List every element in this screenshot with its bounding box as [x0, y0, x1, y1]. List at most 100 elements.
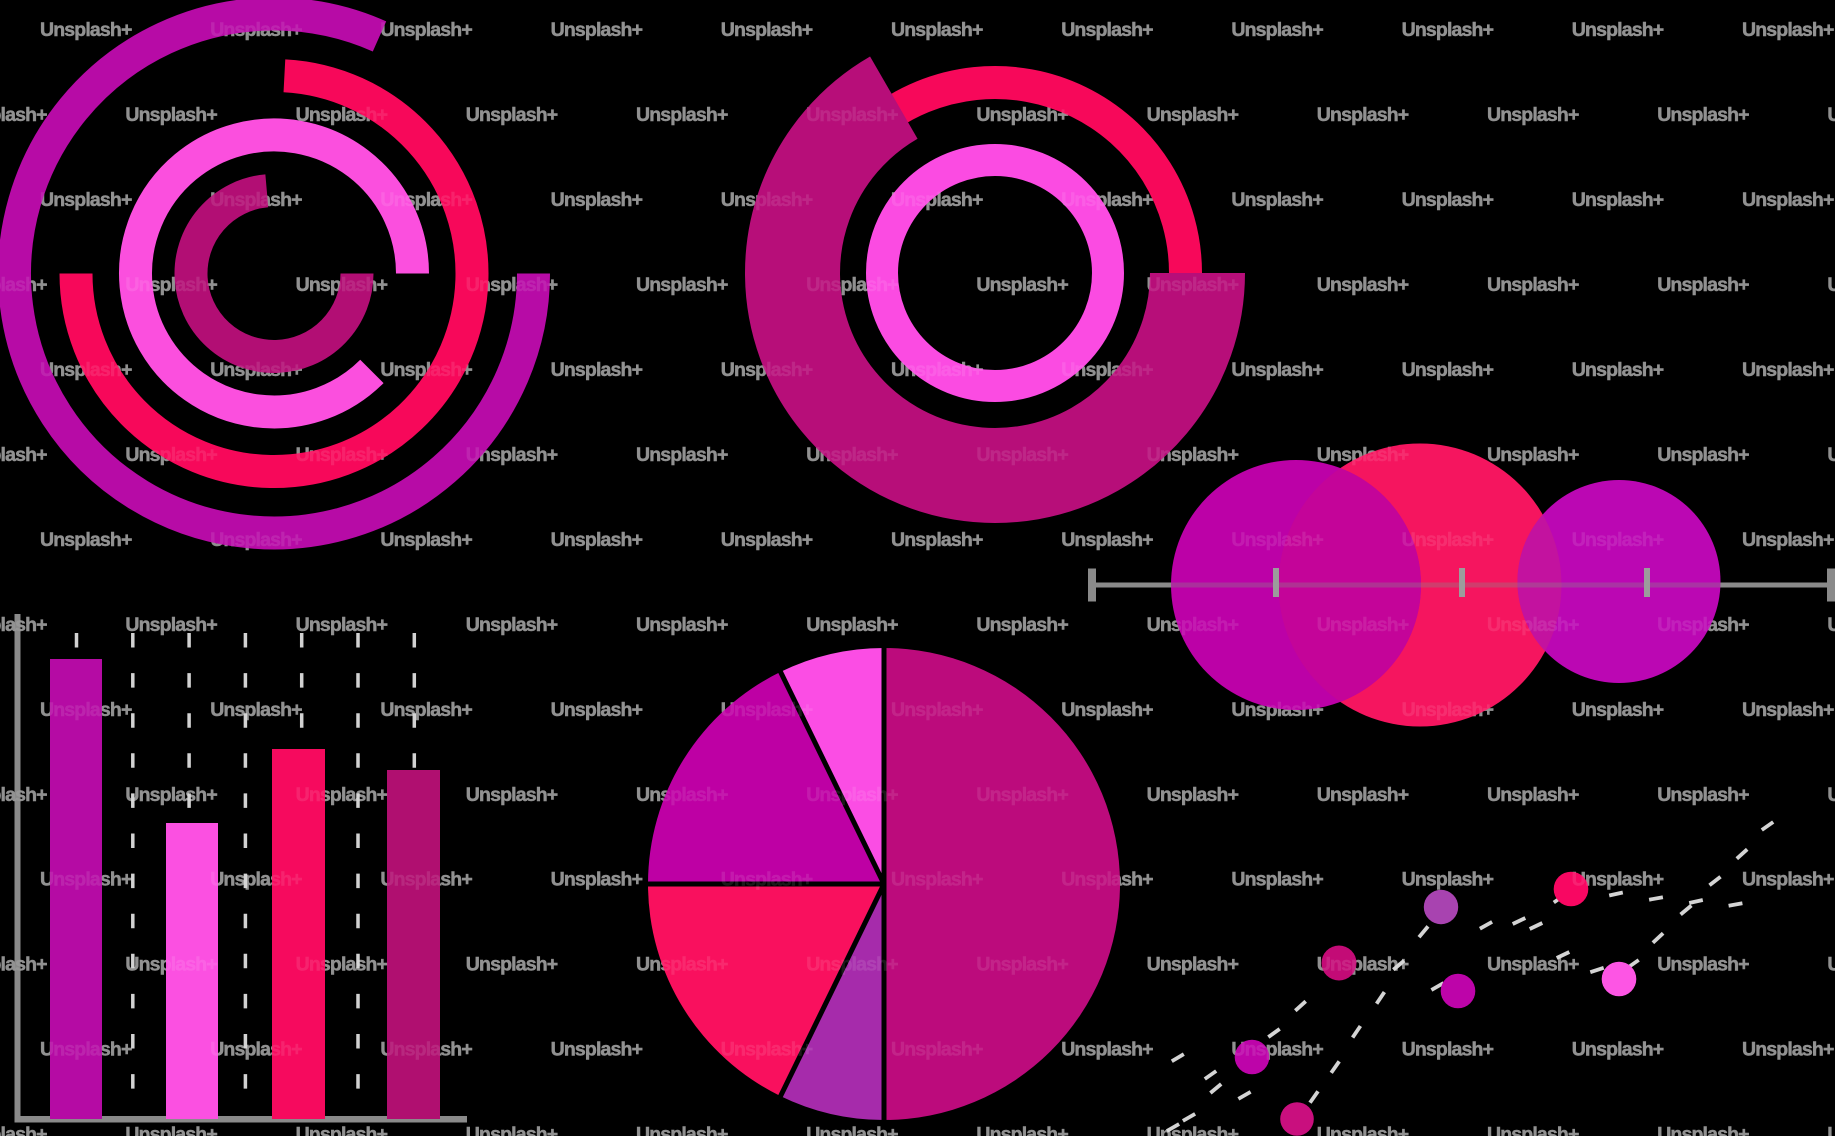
svg-text:Unsplash+: Unsplash+ — [721, 529, 813, 551]
svg-text:Unsplash+: Unsplash+ — [1402, 869, 1494, 891]
svg-text:Unsplash+: Unsplash+ — [1147, 954, 1239, 976]
svg-text:Unsplash+: Unsplash+ — [636, 444, 728, 466]
svg-text:Unsplash+: Unsplash+ — [636, 104, 728, 126]
svg-text:Unsplash+: Unsplash+ — [296, 614, 388, 636]
svg-text:Unsplash+: Unsplash+ — [1827, 104, 1835, 126]
svg-text:Unsplash+: Unsplash+ — [1231, 869, 1323, 891]
svg-text:Unsplash+: Unsplash+ — [1572, 869, 1664, 891]
svg-text:Unsplash+: Unsplash+ — [1827, 274, 1835, 296]
svg-text:Unsplash+: Unsplash+ — [380, 529, 472, 551]
svg-text:Unsplash+: Unsplash+ — [976, 104, 1068, 126]
svg-text:Unsplash+: Unsplash+ — [1742, 529, 1834, 551]
svg-text:Unsplash+: Unsplash+ — [210, 359, 302, 381]
svg-text:Unsplash+: Unsplash+ — [210, 1039, 302, 1061]
svg-text:Unsplash+: Unsplash+ — [1061, 359, 1153, 381]
svg-text:Unsplash+: Unsplash+ — [1147, 784, 1239, 806]
svg-text:Unsplash+: Unsplash+ — [1487, 104, 1579, 126]
svg-text:Unsplash+: Unsplash+ — [976, 614, 1068, 636]
svg-text:Unsplash+: Unsplash+ — [1061, 19, 1153, 41]
svg-text:Unsplash+: Unsplash+ — [380, 869, 472, 891]
svg-text:Unsplash+: Unsplash+ — [1317, 1124, 1409, 1136]
svg-text:Unsplash+: Unsplash+ — [1317, 274, 1409, 296]
svg-text:Unsplash+: Unsplash+ — [0, 1124, 47, 1136]
svg-text:Unsplash+: Unsplash+ — [806, 274, 898, 296]
svg-text:Unsplash+: Unsplash+ — [1827, 444, 1835, 466]
svg-text:Unsplash+: Unsplash+ — [806, 1124, 898, 1136]
svg-text:Unsplash+: Unsplash+ — [466, 954, 558, 976]
svg-text:Unsplash+: Unsplash+ — [1061, 699, 1153, 721]
svg-text:Unsplash+: Unsplash+ — [466, 954, 558, 976]
svg-text:Unsplash+: Unsplash+ — [806, 614, 898, 636]
svg-text:Unsplash+: Unsplash+ — [380, 529, 472, 551]
svg-text:Unsplash+: Unsplash+ — [551, 189, 643, 211]
svg-text:Unsplash+: Unsplash+ — [1402, 359, 1494, 381]
svg-text:Unsplash+: Unsplash+ — [1657, 954, 1749, 976]
svg-text:Unsplash+: Unsplash+ — [296, 104, 388, 126]
svg-text:Unsplash+: Unsplash+ — [0, 1124, 47, 1136]
svg-text:Unsplash+: Unsplash+ — [125, 614, 217, 636]
svg-text:Unsplash+: Unsplash+ — [1742, 359, 1834, 381]
svg-text:Unsplash+: Unsplash+ — [806, 784, 898, 806]
svg-text:Unsplash+: Unsplash+ — [466, 104, 558, 126]
svg-text:Unsplash+: Unsplash+ — [551, 529, 643, 551]
svg-text:Unsplash+: Unsplash+ — [125, 954, 217, 976]
svg-text:Unsplash+: Unsplash+ — [1742, 19, 1834, 41]
svg-text:Unsplash+: Unsplash+ — [551, 869, 643, 891]
svg-text:Unsplash+: Unsplash+ — [1317, 784, 1409, 806]
svg-text:Unsplash+: Unsplash+ — [1572, 189, 1664, 211]
svg-text:Unsplash+: Unsplash+ — [891, 19, 983, 41]
svg-text:Unsplash+: Unsplash+ — [1402, 529, 1494, 551]
svg-text:Unsplash+: Unsplash+ — [380, 1039, 472, 1061]
svg-text:Unsplash+: Unsplash+ — [721, 359, 813, 381]
svg-text:Unsplash+: Unsplash+ — [1487, 444, 1579, 466]
svg-text:Unsplash+: Unsplash+ — [976, 1124, 1068, 1136]
svg-text:Unsplash+: Unsplash+ — [636, 444, 728, 466]
svg-text:Unsplash+: Unsplash+ — [1317, 614, 1409, 636]
svg-text:Unsplash+: Unsplash+ — [1827, 444, 1835, 466]
svg-text:Unsplash+: Unsplash+ — [636, 614, 728, 636]
svg-text:Unsplash+: Unsplash+ — [40, 699, 132, 721]
svg-text:Unsplash+: Unsplash+ — [125, 614, 217, 636]
svg-text:Unsplash+: Unsplash+ — [636, 784, 728, 806]
svg-text:Unsplash+: Unsplash+ — [1402, 1039, 1494, 1061]
svg-text:Unsplash+: Unsplash+ — [0, 104, 47, 126]
svg-text:Unsplash+: Unsplash+ — [1061, 1039, 1153, 1061]
svg-text:Unsplash+: Unsplash+ — [1742, 869, 1834, 891]
svg-text:Unsplash+: Unsplash+ — [1231, 189, 1323, 211]
svg-text:Unsplash+: Unsplash+ — [1572, 699, 1664, 721]
svg-text:Unsplash+: Unsplash+ — [551, 869, 643, 891]
svg-text:Unsplash+: Unsplash+ — [466, 444, 558, 466]
svg-text:Unsplash+: Unsplash+ — [1572, 1039, 1664, 1061]
svg-text:Unsplash+: Unsplash+ — [1827, 954, 1835, 976]
svg-text:Unsplash+: Unsplash+ — [125, 104, 217, 126]
svg-text:Unsplash+: Unsplash+ — [976, 784, 1068, 806]
svg-text:Unsplash+: Unsplash+ — [551, 1039, 643, 1061]
svg-text:Unsplash+: Unsplash+ — [1061, 529, 1153, 551]
svg-text:Unsplash+: Unsplash+ — [40, 1039, 132, 1061]
svg-text:Unsplash+: Unsplash+ — [1572, 19, 1664, 41]
svg-text:Unsplash+: Unsplash+ — [891, 869, 983, 891]
svg-text:Unsplash+: Unsplash+ — [721, 869, 813, 891]
svg-text:Unsplash+: Unsplash+ — [1742, 1039, 1834, 1061]
svg-text:Unsplash+: Unsplash+ — [1487, 274, 1579, 296]
svg-text:Unsplash+: Unsplash+ — [466, 104, 558, 126]
svg-text:Unsplash+: Unsplash+ — [40, 359, 132, 381]
svg-text:Unsplash+: Unsplash+ — [466, 614, 558, 636]
svg-text:Unsplash+: Unsplash+ — [0, 614, 47, 636]
svg-text:Unsplash+: Unsplash+ — [806, 1124, 898, 1136]
svg-text:Unsplash+: Unsplash+ — [721, 699, 813, 721]
svg-text:Unsplash+: Unsplash+ — [976, 274, 1068, 296]
svg-text:Unsplash+: Unsplash+ — [1061, 699, 1153, 721]
svg-text:Unsplash+: Unsplash+ — [1487, 954, 1579, 976]
svg-text:Unsplash+: Unsplash+ — [1657, 784, 1749, 806]
svg-text:Unsplash+: Unsplash+ — [0, 784, 47, 806]
svg-text:Unsplash+: Unsplash+ — [466, 784, 558, 806]
svg-text:Unsplash+: Unsplash+ — [466, 1124, 558, 1136]
svg-text:Unsplash+: Unsplash+ — [1572, 869, 1664, 891]
svg-text:Unsplash+: Unsplash+ — [1231, 699, 1323, 721]
svg-text:Unsplash+: Unsplash+ — [806, 104, 898, 126]
svg-text:Unsplash+: Unsplash+ — [1317, 954, 1409, 976]
svg-text:Unsplash+: Unsplash+ — [1147, 274, 1239, 296]
svg-text:Unsplash+: Unsplash+ — [976, 954, 1068, 976]
svg-text:Unsplash+: Unsplash+ — [1317, 784, 1409, 806]
